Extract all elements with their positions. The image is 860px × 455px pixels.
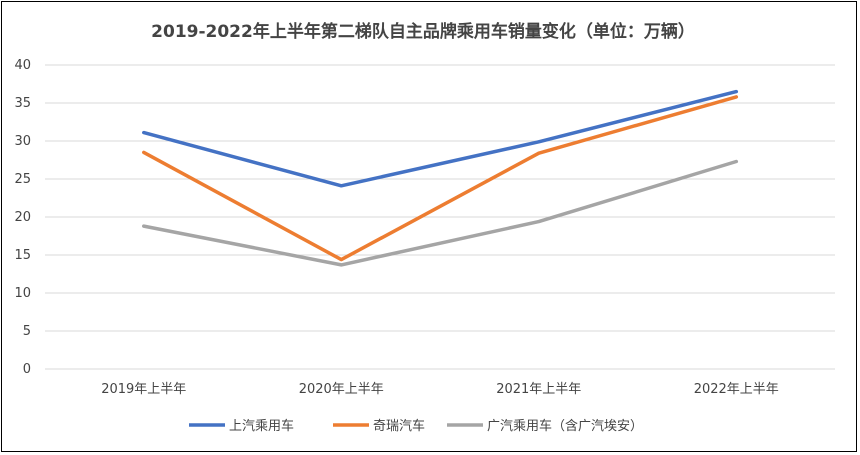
- y-tick-label: 35: [14, 96, 31, 111]
- legend: 上汽乘用车 奇瑞汽车 广汽乘用车（含广汽埃安）: [189, 418, 643, 434]
- series-line-0: [142, 89, 739, 188]
- y-tick-label: 0: [23, 362, 31, 377]
- x-tick-label: 2021年上半年: [496, 382, 581, 397]
- legend-label: 上汽乘用车: [229, 418, 294, 434]
- y-tick-label: 5: [23, 324, 31, 339]
- y-tick-label: 25: [14, 172, 31, 187]
- gridlines: [45, 64, 835, 370]
- data-point: [537, 151, 541, 155]
- x-tick-label: 2022年上半年: [694, 382, 779, 397]
- data-point: [339, 263, 343, 267]
- data-point: [537, 220, 541, 224]
- y-tick-label: 10: [14, 286, 31, 301]
- y-tick-label: 15: [14, 248, 31, 263]
- data-point: [734, 90, 738, 94]
- y-tick-label: 20: [14, 210, 31, 225]
- series-line-2: [142, 159, 739, 267]
- data-point: [537, 140, 541, 144]
- y-tick-label: 30: [14, 134, 31, 149]
- data-point: [142, 224, 146, 228]
- data-point: [142, 131, 146, 135]
- legend-label: 广汽乘用车（含广汽埃安）: [487, 418, 643, 434]
- y-axis: 0 5 10 15 20 25 30 35 40: [14, 58, 31, 377]
- x-tick-label: 2020年上半年: [299, 382, 384, 397]
- data-point: [339, 258, 343, 262]
- data-point: [142, 150, 146, 154]
- y-tick-label: 40: [14, 58, 31, 73]
- series-group: [142, 89, 739, 267]
- data-point: [734, 160, 738, 164]
- series-line-1: [142, 95, 739, 262]
- chart-title: 2019-2022年上半年第二梯队自主品牌乘用车销量变化（单位：万辆）: [151, 21, 695, 42]
- data-point: [734, 95, 738, 99]
- data-point: [339, 184, 343, 188]
- legend-label: 奇瑞汽车: [373, 418, 425, 434]
- x-axis: 2019年上半年 2020年上半年 2021年上半年 2022年上半年: [101, 382, 779, 397]
- x-tick-label: 2019年上半年: [101, 382, 186, 397]
